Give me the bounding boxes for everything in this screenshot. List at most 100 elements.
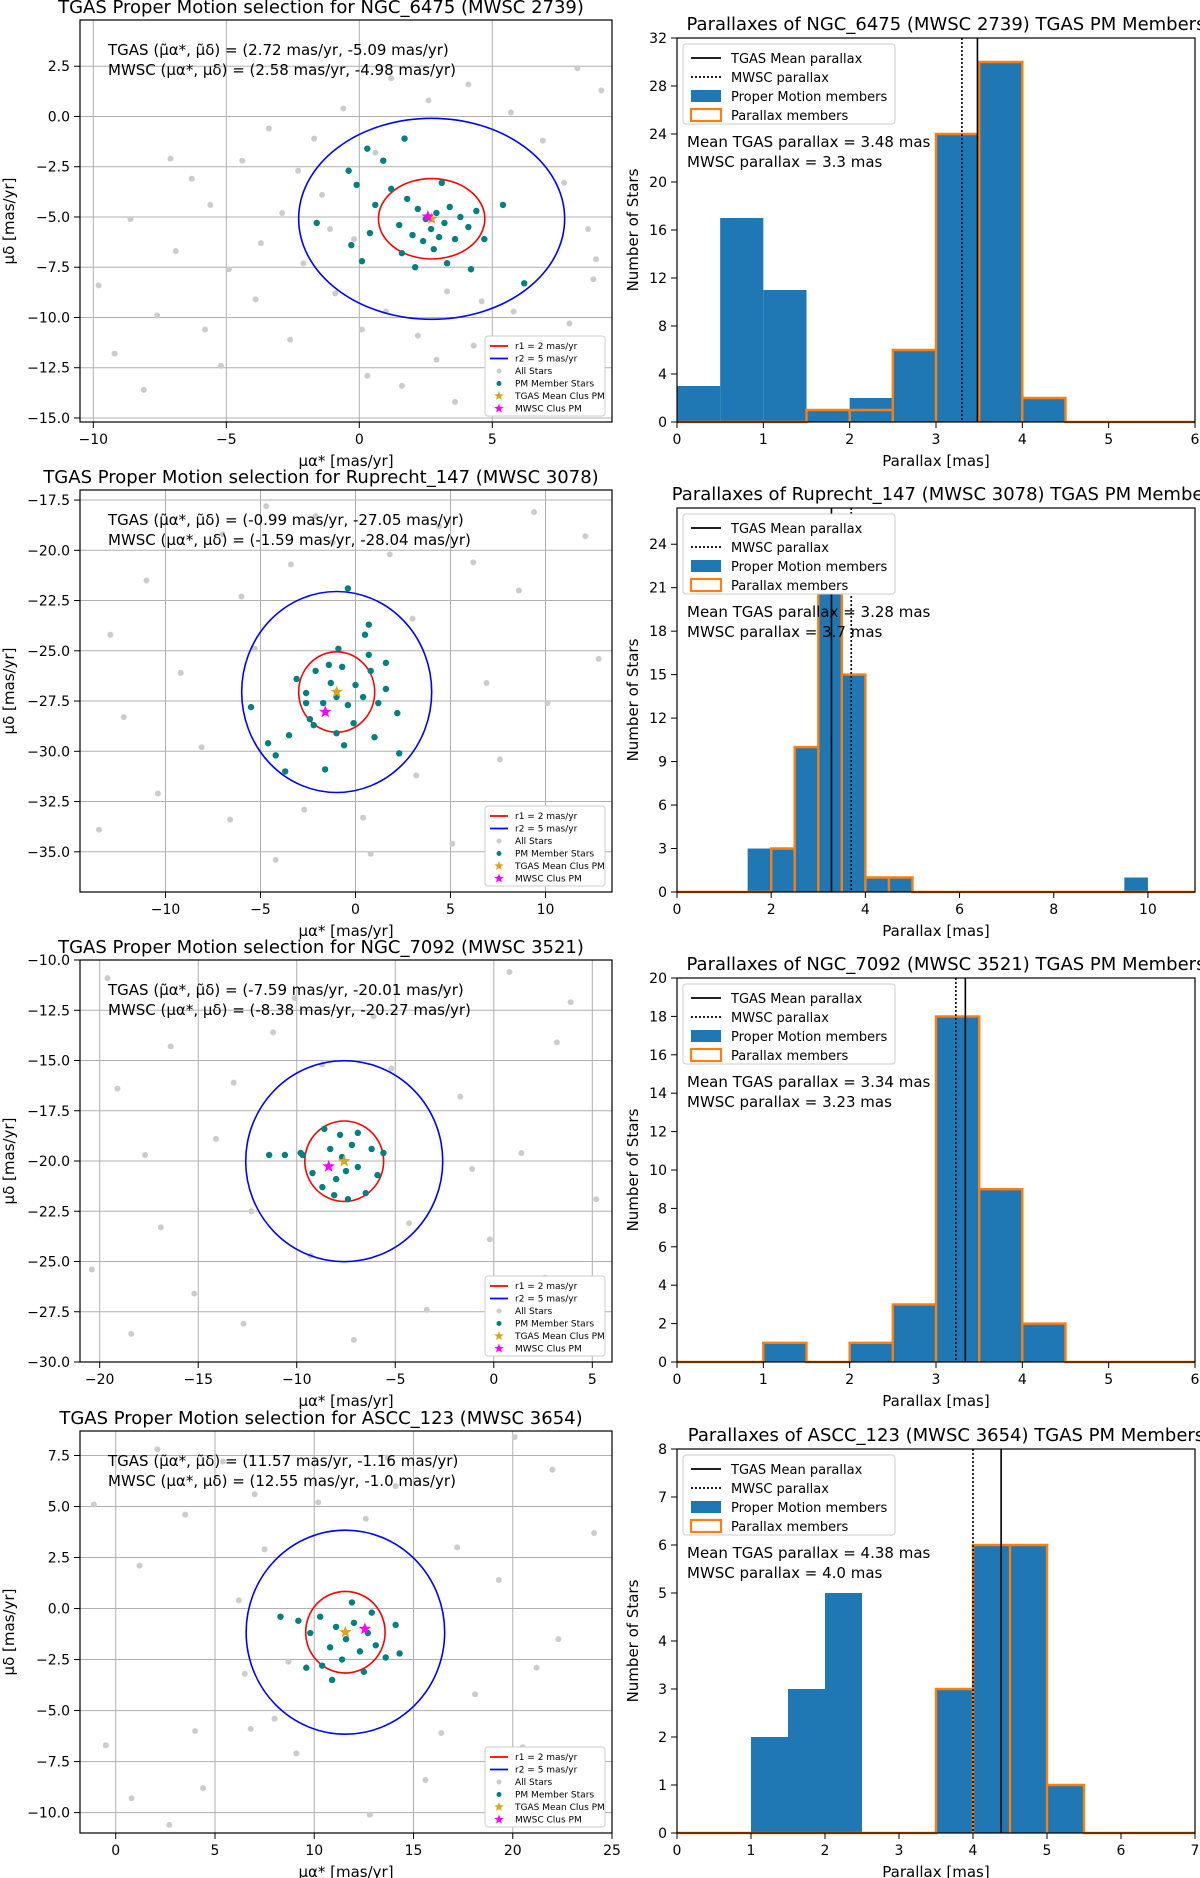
pm-member-point — [374, 1171, 381, 1179]
y-tick-label: −27.5 — [27, 1305, 70, 1321]
pm-panel-6: 0 5 10 15 20 25 7.5 5.0 2.5 0.0 −2.5 −5.0 −7.5 −10.0 T… — [0, 1408, 621, 1878]
legend-box — [682, 513, 896, 595]
all-star-point — [555, 1636, 562, 1643]
pm-member-point — [295, 1617, 302, 1624]
x-tick-label: 10 — [305, 1843, 323, 1859]
pm-member-point — [364, 145, 371, 152]
pm-member-point — [403, 195, 411, 203]
all-star-point — [483, 679, 490, 686]
pm-member-point — [396, 750, 403, 757]
all-star-point — [398, 382, 405, 389]
all-star-point — [574, 65, 581, 72]
all-star-point — [312, 513, 319, 520]
mwsc-marker — [322, 1159, 335, 1172]
chart-title: TGAS Proper Motion selection for NGC_709… — [57, 937, 584, 958]
legend-label: PM Member Stars — [515, 1320, 594, 1330]
legend-box — [682, 43, 896, 125]
legend-key-pm-bar — [691, 560, 721, 572]
legend-key-parallax-step — [689, 1047, 723, 1063]
y-tick-label: 18 — [649, 624, 667, 640]
all-star-point — [172, 248, 179, 255]
legend-label: MWSC parallax — [731, 71, 829, 86]
legend-label: TGAS Mean Clus PM — [514, 1803, 605, 1813]
all-star-point — [270, 1029, 277, 1036]
mwsc-parallax-annotation: MWSC parallax = 3.3 mas — [687, 153, 883, 171]
pm-member-point — [350, 1619, 358, 1627]
legend-key-tgas-mean — [494, 1331, 504, 1340]
mwsc-annotation: MWSC (μα*, μδ) = (2.58 mas/yr, -4.98 mas… — [108, 61, 456, 79]
x-tick-label: 0 — [111, 1843, 120, 1859]
legend-label: Parallax members — [731, 109, 848, 124]
pm-member-point — [318, 1662, 326, 1669]
x-tick-label: 0 — [351, 902, 360, 918]
legend-label: Proper Motion members — [731, 560, 887, 575]
pm-member-point — [521, 280, 528, 287]
tgas-annotation: TGAS (μ̃α*, μ̃δ) = (11.57 mas/yr, -1.16 … — [107, 1452, 458, 1470]
all-star-point — [177, 669, 184, 676]
r2-circle — [244, 1059, 444, 1263]
y-tick-label: 4 — [658, 1278, 667, 1294]
y-tick-label: 18 — [649, 1009, 667, 1025]
all-star-point — [240, 1320, 247, 1327]
all-star-point — [388, 75, 395, 82]
pm-member-bar — [888, 877, 913, 892]
axes-frame — [79, 489, 613, 893]
legend-box — [682, 983, 896, 1065]
all-star-point — [157, 1224, 164, 1231]
y-axis-label: Number of Stars — [624, 1108, 642, 1231]
pm-member-point — [382, 685, 390, 693]
all-star-point — [496, 756, 503, 763]
all-star-point — [311, 135, 318, 142]
y-tick-label: −10.0 — [27, 310, 70, 326]
all-star-point — [423, 1306, 430, 1313]
legend-key-tgas-mean — [494, 391, 504, 400]
y-tick-label: 15 — [649, 668, 667, 684]
all-star-point — [372, 149, 379, 156]
pm-member-point — [446, 203, 453, 211]
pm-member-point — [293, 675, 300, 683]
all-star-point — [367, 850, 374, 857]
all-star-point — [414, 332, 421, 339]
legend-key-pm-bar — [691, 1030, 721, 1042]
pm-member-point — [339, 663, 346, 671]
all-star-point — [511, 1434, 518, 1441]
all-star-point — [406, 1220, 413, 1227]
pm-member-point — [348, 1141, 356, 1149]
pm-member-bar — [1010, 1545, 1047, 1833]
pm-member-point — [366, 229, 374, 237]
all-star-point — [593, 256, 600, 263]
axes-frame — [79, 959, 613, 1363]
pm-member-bar — [751, 1737, 788, 1833]
all-star-point — [510, 308, 517, 315]
legend-key-pm-bar — [691, 1501, 721, 1513]
all-star-point — [370, 1013, 377, 1020]
mwsc-parallax-annotation: MWSC parallax = 3.7 mas — [687, 623, 883, 641]
all-star-point — [287, 336, 294, 343]
y-tick-label: −12.5 — [27, 361, 70, 377]
x-tick-label: 2 — [845, 1372, 854, 1388]
y-axis-label: Number of Stars — [624, 168, 642, 291]
all-star-point — [566, 320, 573, 327]
all-star-point — [567, 999, 574, 1006]
all-star-point — [553, 1039, 560, 1046]
all-star-point — [452, 398, 459, 405]
all-star-point — [301, 806, 308, 813]
axes-frame — [676, 37, 1196, 423]
pm-member-point — [433, 209, 440, 217]
all-star-point — [263, 503, 270, 510]
legend-key-parallax-step — [689, 577, 723, 593]
pm-member-point — [321, 1125, 328, 1133]
y-tick-label: 2 — [658, 1317, 667, 1333]
r1-circle — [304, 1120, 385, 1203]
pm-member-point — [307, 1629, 314, 1637]
pm-member-point — [353, 181, 360, 189]
all-star-point — [230, 1079, 237, 1086]
legend-label: MWSC parallax — [731, 541, 829, 556]
all-star-point — [544, 700, 551, 707]
all-star-point — [364, 372, 371, 379]
pm-member-bar — [720, 218, 764, 422]
y-tick-label: −22.5 — [27, 594, 70, 610]
pm-member-bar — [1022, 398, 1066, 422]
all-star-point — [96, 826, 102, 833]
pm-member-point — [321, 766, 329, 773]
